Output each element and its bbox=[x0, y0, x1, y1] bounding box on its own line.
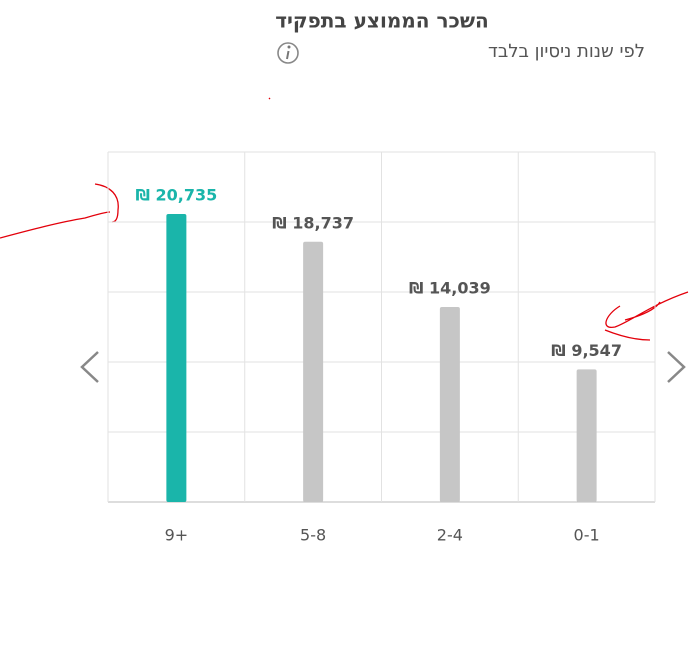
bar bbox=[439, 307, 460, 502]
next-arrow[interactable] bbox=[667, 351, 686, 383]
chart-title: השכר הממוצע בתפקיד bbox=[275, 9, 489, 33]
chart-subtitle: לפי שנות ניסיון בלבד bbox=[488, 41, 645, 62]
value-label: ₪ 20,735 bbox=[135, 186, 217, 205]
x-tick-label: 0-1 bbox=[574, 526, 600, 545]
x-tick-label: 9+ bbox=[165, 526, 189, 545]
value-label: ₪ 18,737 bbox=[272, 213, 354, 232]
x-tick-label: 5-8 bbox=[300, 526, 326, 545]
value-label: ₪ 9,547 bbox=[551, 341, 622, 360]
bar bbox=[303, 241, 324, 502]
annotation-scribbles bbox=[0, 97, 689, 341]
info-icon[interactable] bbox=[277, 42, 299, 64]
value-label: ₪ 14,039 bbox=[409, 279, 491, 298]
x-tick-label: 2-4 bbox=[437, 526, 463, 545]
bar bbox=[576, 369, 597, 502]
bar bbox=[166, 214, 187, 502]
prev-arrow[interactable] bbox=[80, 351, 99, 383]
